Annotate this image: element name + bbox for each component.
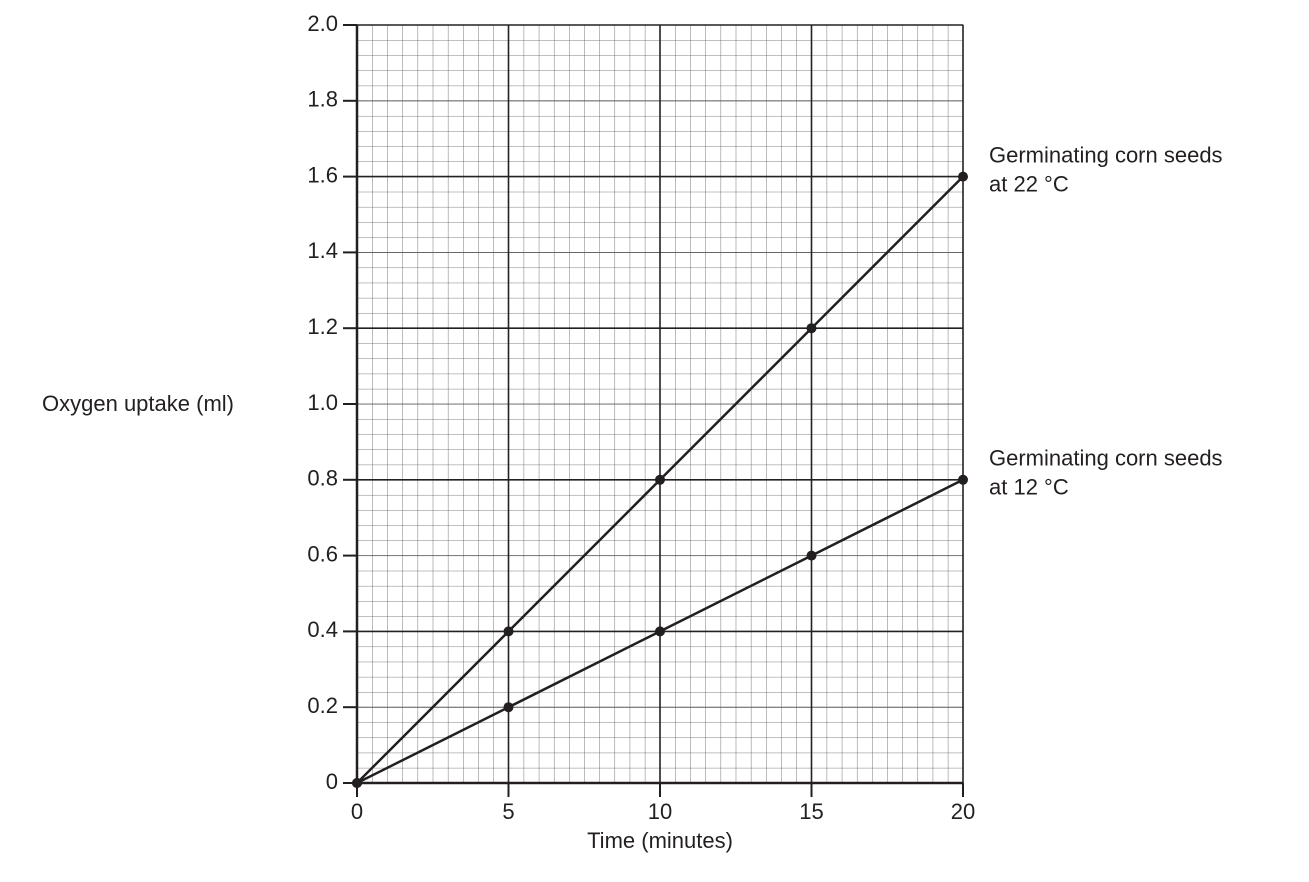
point bbox=[503, 626, 514, 637]
series-label: Germinating corn seeds bbox=[989, 142, 1223, 167]
y-tick-label: 2.0 bbox=[307, 11, 338, 36]
series-label: at 12 °C bbox=[989, 475, 1069, 500]
series-label: Germinating corn seeds bbox=[989, 446, 1223, 471]
point bbox=[503, 702, 514, 713]
point bbox=[806, 550, 817, 561]
y-tick-label: 0.2 bbox=[307, 693, 338, 718]
y-tick-label: 0.6 bbox=[307, 541, 338, 566]
y-tick-label: 1.8 bbox=[307, 87, 338, 112]
point bbox=[958, 171, 968, 182]
point bbox=[655, 626, 665, 637]
x-tick-label: 5 bbox=[502, 799, 514, 824]
x-tick-label: 0 bbox=[351, 799, 363, 824]
y-tick-label: 0.8 bbox=[307, 466, 338, 491]
y-tick-label: 1.4 bbox=[307, 238, 338, 263]
x-tick-label: 10 bbox=[648, 799, 672, 824]
y-tick-label: 1.2 bbox=[307, 314, 338, 339]
x-tick-label: 20 bbox=[951, 799, 975, 824]
y-axis-label: Oxygen uptake (ml) bbox=[42, 391, 234, 416]
y-tick-label: 1.6 bbox=[307, 162, 338, 187]
point bbox=[352, 778, 362, 788]
y-tick-label: 0.4 bbox=[307, 617, 338, 642]
y-tick-label: 0 bbox=[326, 769, 338, 794]
x-axis-label: Time (minutes) bbox=[587, 828, 733, 853]
point bbox=[655, 474, 665, 485]
point bbox=[958, 474, 968, 485]
y-tick-label: 1.0 bbox=[307, 390, 338, 415]
point bbox=[806, 323, 817, 334]
marks bbox=[352, 171, 968, 788]
series-label: at 22 °C bbox=[989, 171, 1069, 196]
x-tick-label: 15 bbox=[799, 799, 823, 824]
